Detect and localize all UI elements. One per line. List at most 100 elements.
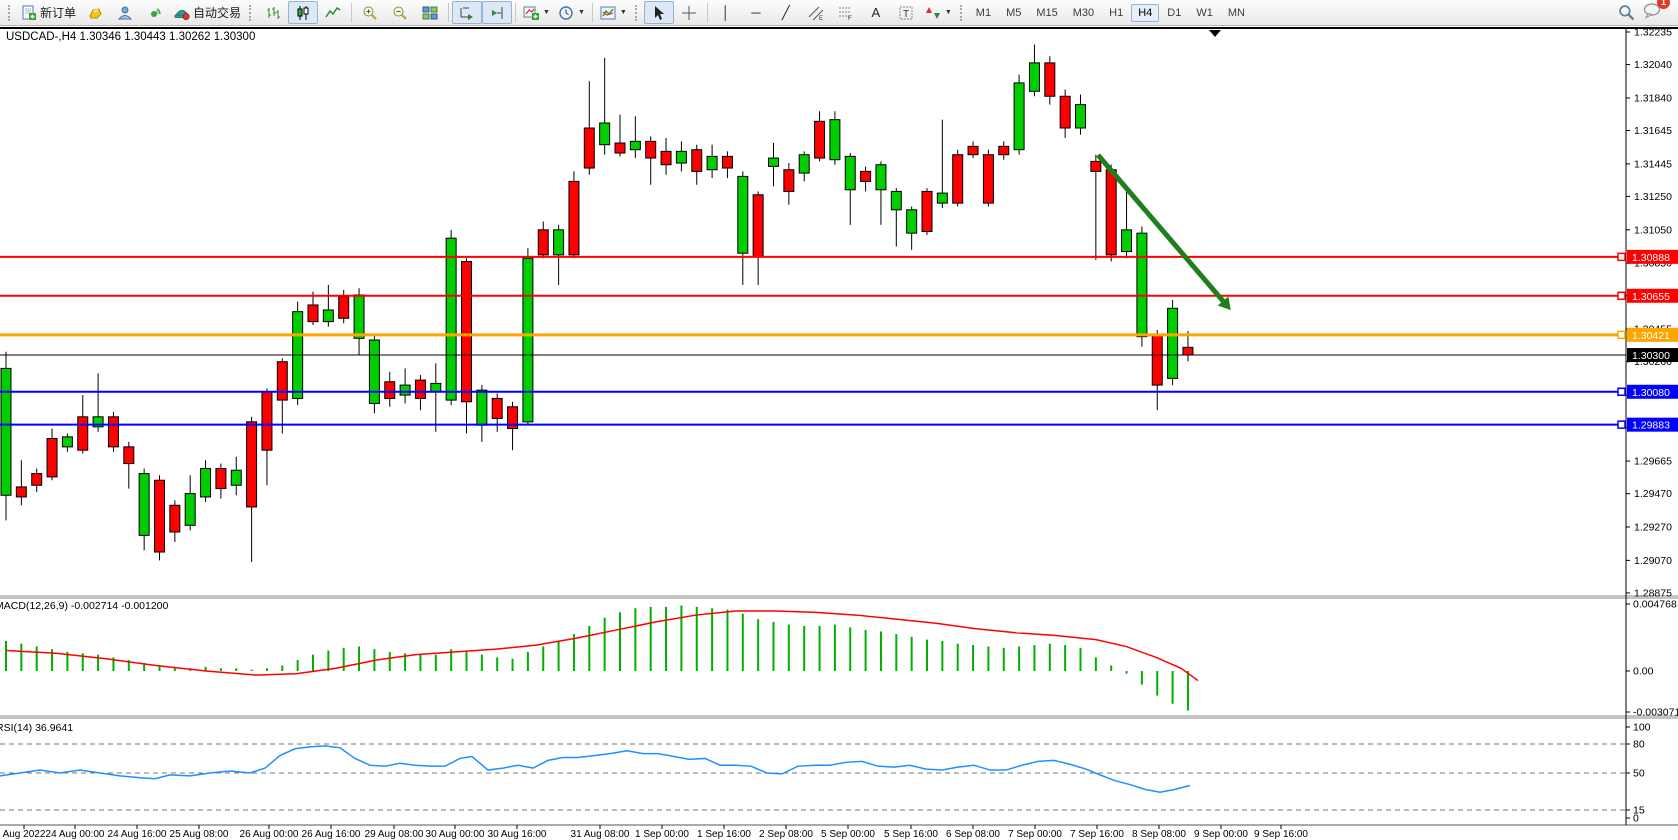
svg-text:80: 80 xyxy=(1633,739,1645,751)
svg-text:5 Sep 00:00: 5 Sep 00:00 xyxy=(821,829,875,840)
shapes-tool-button[interactable]: ▼ xyxy=(921,1,956,24)
svg-text:1.29470: 1.29470 xyxy=(1634,488,1672,500)
chart-title: USDCAD-,H4 1.30346 1.30443 1.30262 1.303… xyxy=(6,31,256,43)
crosshair-tool-button[interactable] xyxy=(674,1,704,24)
candlestick-mode-button[interactable] xyxy=(288,1,319,24)
tf-m1-button[interactable]: M1 xyxy=(975,6,992,19)
tf-mn-button[interactable]: MN xyxy=(1227,6,1245,19)
channel-tool-button[interactable]: E xyxy=(801,1,831,24)
profile-icon xyxy=(117,6,133,19)
svg-text:1.29270: 1.29270 xyxy=(1634,521,1672,533)
trendline-icon: ╱ xyxy=(781,5,790,20)
toolbar-separator xyxy=(448,3,450,22)
tf-m15-button[interactable]: M15 xyxy=(1036,6,1058,19)
level-lines-group[interactable] xyxy=(0,255,1626,426)
zoom-out-button[interactable] xyxy=(385,1,415,24)
cursor-icon xyxy=(654,5,664,20)
svg-text:0.004768: 0.004768 xyxy=(1633,599,1677,611)
new-order-label: 新订单 xyxy=(40,6,77,20)
new-order-button[interactable]: 新订单 xyxy=(17,1,80,24)
shift-marker-icon[interactable] xyxy=(1209,30,1221,37)
chat-bubble-icon xyxy=(1643,2,1661,19)
zoom-out-icon xyxy=(393,6,407,20)
zoom-in-button[interactable] xyxy=(355,1,385,24)
svg-text:26 Aug 00:00: 26 Aug 00:00 xyxy=(240,829,299,840)
macd-signal-line xyxy=(5,610,1199,682)
gold-nugget-button[interactable] xyxy=(80,1,110,24)
gold-nugget-icon xyxy=(89,7,102,18)
svg-text:9 Sep 16:00: 9 Sep 16:00 xyxy=(1254,829,1308,840)
toolbar-separator xyxy=(591,3,593,22)
indicators-button[interactable]: ▼ xyxy=(596,1,631,24)
macd-indicator-label: MACD(12,26,9) -0.002714 -0.001200 xyxy=(0,600,169,612)
chevron-down-icon: ▼ xyxy=(543,9,550,16)
bar-chart-mode-button[interactable] xyxy=(258,1,288,24)
horizontal-line-icon: ─ xyxy=(751,5,761,20)
arrows-shapes-icon xyxy=(925,6,940,19)
fibonacci-tool-button[interactable]: F xyxy=(831,1,861,24)
svg-text:1.31050: 1.31050 xyxy=(1634,224,1672,236)
svg-text:-0.003071: -0.003071 xyxy=(1633,707,1678,719)
notification-badge: 1 xyxy=(1657,0,1670,9)
text-icon: A xyxy=(871,5,881,20)
chart-shift-button[interactable] xyxy=(482,1,513,24)
tf-h4-button[interactable]: H4 xyxy=(1131,3,1160,22)
horizontal-line-tool-button[interactable]: ─ xyxy=(741,1,771,24)
tf-m30-button[interactable]: M30 xyxy=(1072,6,1095,19)
price-tag-1.30888: 1.30888 xyxy=(1632,252,1670,264)
toolbar: 新订单 自动交易 xyxy=(0,0,1678,26)
rsi-panel xyxy=(0,743,1626,811)
autotrading-button[interactable]: 自动交易 xyxy=(170,1,245,24)
search-icon[interactable] xyxy=(1618,4,1635,21)
time-axis[interactable]: Aug 2022 24 Aug 00:00 24 Aug 16:00 25 Aug 0… xyxy=(3,825,1309,840)
fibonacci-icon: F xyxy=(838,7,852,21)
period-button[interactable]: ▼ xyxy=(554,1,589,24)
svg-text:25 Aug 08:00: 25 Aug 08:00 xyxy=(170,829,229,840)
toolbar-grip xyxy=(249,4,254,21)
macd-panel xyxy=(5,605,1199,711)
autotrading-label: 自动交易 xyxy=(193,6,242,20)
profile-button[interactable] xyxy=(110,1,140,24)
chart-background xyxy=(0,26,1678,840)
tile-windows-icon xyxy=(422,6,438,19)
candlestick-icon xyxy=(297,5,309,20)
svg-text:30 Aug 16:00: 30 Aug 16:00 xyxy=(488,829,547,840)
svg-text:1.32235: 1.32235 xyxy=(1634,27,1672,39)
tf-d1-button[interactable]: D1 xyxy=(1167,6,1182,19)
svg-text:1.32040: 1.32040 xyxy=(1634,59,1672,71)
svg-text:1.29070: 1.29070 xyxy=(1634,555,1672,567)
price-tag-1.30655: 1.30655 xyxy=(1632,291,1670,303)
text-tool-button[interactable]: A xyxy=(861,1,891,24)
svg-text:15: 15 xyxy=(1633,805,1645,817)
toolbar-separator xyxy=(351,3,353,22)
price-tags-group: 1.30888 1.30655 1.30421 1.30300 1.30080 1.298… xyxy=(1617,249,1678,432)
svg-text:29 Aug 08:00: 29 Aug 08:00 xyxy=(365,829,424,840)
svg-text:1.31445: 1.31445 xyxy=(1634,158,1672,170)
tile-windows-button[interactable] xyxy=(415,1,445,24)
tf-h1-button[interactable]: H1 xyxy=(1109,6,1124,19)
svg-text:50: 50 xyxy=(1633,768,1645,780)
timeframe-bar: M1 M5 M15 M30 H1 H4 D1 W1 MN xyxy=(969,3,1252,22)
signals-icon xyxy=(151,7,161,17)
price-tag-1.30421: 1.30421 xyxy=(1632,330,1670,342)
auto-scroll-button[interactable] xyxy=(452,1,483,24)
line-chart-mode-button[interactable] xyxy=(318,1,348,24)
chat-button[interactable]: 1 xyxy=(1643,0,1670,24)
chevron-down-icon: ▼ xyxy=(577,9,585,16)
label-tool-button[interactable]: T xyxy=(891,1,921,24)
vertical-line-tool-button[interactable]: │ xyxy=(711,1,741,24)
tf-w1-button[interactable]: W1 xyxy=(1196,6,1213,19)
tf-m5-button[interactable]: M5 xyxy=(1006,6,1022,19)
svg-text:1 Sep 00:00: 1 Sep 00:00 xyxy=(635,829,689,840)
svg-text:6 Sep 08:00: 6 Sep 08:00 xyxy=(946,829,1000,840)
trendline-tool-button[interactable]: ╱ xyxy=(771,1,801,24)
svg-text:Aug 2022: Aug 2022 xyxy=(3,829,46,840)
equidistant-channel-icon: E xyxy=(808,6,824,21)
add-object-button[interactable]: ▼ xyxy=(519,1,554,24)
signals-button[interactable] xyxy=(140,1,170,24)
chevron-down-icon: ▼ xyxy=(619,9,627,16)
svg-text:26 Aug 16:00: 26 Aug 16:00 xyxy=(302,829,361,840)
trend-arrow-annotation[interactable] xyxy=(1096,153,1231,311)
cursor-tool-button[interactable] xyxy=(643,1,674,24)
